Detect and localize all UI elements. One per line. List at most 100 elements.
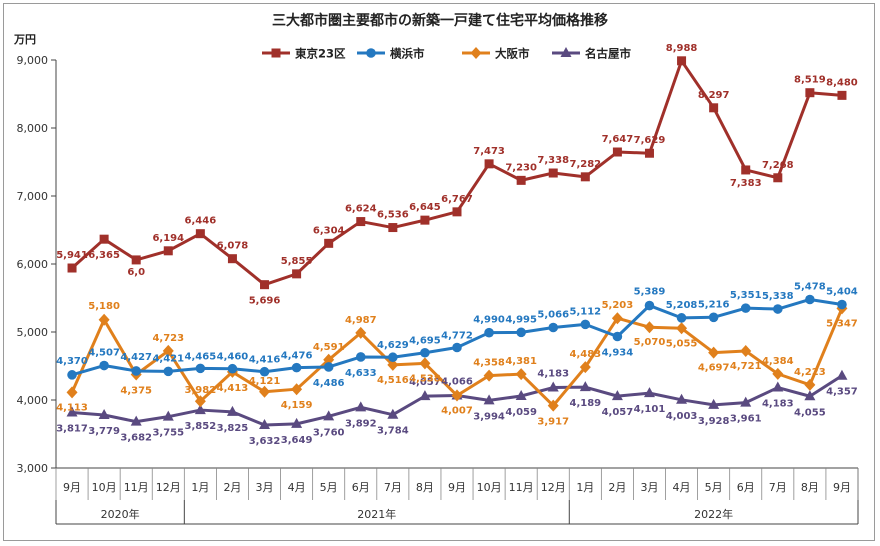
data-label: 6,0	[127, 267, 145, 278]
data-point	[356, 217, 366, 227]
y-tick-label: 7,000	[17, 190, 49, 203]
data-point	[323, 353, 335, 366]
data-label: 4,695	[409, 336, 441, 347]
data-point	[580, 172, 590, 182]
data-label: 3,817	[56, 423, 88, 434]
x-tick-label: 2月	[223, 481, 241, 494]
data-point	[515, 389, 527, 400]
data-label: 4,507	[88, 348, 120, 359]
data-label: 4,189	[569, 398, 601, 409]
series-0	[67, 56, 847, 290]
data-label: 4,990	[473, 315, 505, 326]
data-label: 3,760	[313, 427, 345, 438]
data-label: 5,389	[634, 287, 666, 298]
data-label: 7,230	[505, 162, 537, 173]
legend-label: 東京23区	[295, 47, 346, 61]
data-label: 7,383	[730, 178, 762, 189]
data-label: 4,427	[120, 352, 152, 363]
data-point	[676, 393, 688, 404]
year-label: 2022年	[694, 507, 733, 521]
y-tick-label: 5,000	[17, 326, 49, 339]
legend-label: 横浜市	[390, 47, 425, 61]
data-point	[131, 255, 141, 265]
data-point	[708, 312, 719, 323]
y-axis-unit: 万円	[14, 33, 36, 46]
data-label: 3,982	[185, 385, 217, 396]
data-point	[579, 381, 591, 392]
data-label: 4,629	[377, 340, 409, 351]
data-point	[836, 369, 848, 380]
data-label: 5,351	[730, 290, 762, 301]
data-label: 4,375	[120, 386, 152, 397]
y-tick-label: 8,000	[17, 122, 49, 135]
data-point	[483, 369, 495, 382]
data-point	[226, 405, 238, 416]
data-label: 4,057	[602, 407, 634, 418]
data-point	[773, 173, 783, 183]
data-point	[324, 238, 334, 248]
x-tick-label: 10月	[92, 481, 117, 494]
data-point	[805, 88, 815, 98]
data-label: 3,852	[185, 421, 217, 432]
data-label: 6,767	[441, 194, 473, 205]
legend-marker	[271, 48, 281, 58]
data-point	[611, 312, 623, 325]
data-label: 5,112	[569, 306, 601, 317]
data-label: 3,632	[249, 436, 281, 447]
data-point	[804, 378, 816, 391]
x-tick-label: 8月	[801, 481, 819, 494]
data-point	[355, 352, 366, 362]
x-tick-label: 9月	[833, 481, 851, 494]
data-point	[387, 358, 399, 371]
data-label: 4,357	[826, 387, 858, 398]
x-tick-label: 7月	[769, 481, 787, 494]
data-point	[772, 367, 784, 380]
chart-title: 三大都市圏主要都市の新築一戸建て住宅平均価格推移	[272, 13, 608, 29]
data-label: 5,478	[794, 281, 826, 292]
data-label: 3,892	[345, 418, 377, 429]
data-point	[387, 408, 399, 419]
x-tick-label: 8月	[416, 481, 434, 494]
data-point	[259, 385, 271, 398]
data-point	[388, 223, 398, 233]
data-point	[291, 362, 302, 373]
data-point	[708, 398, 720, 409]
data-point	[741, 165, 751, 175]
data-point	[805, 294, 815, 305]
data-point	[644, 300, 655, 311]
data-point	[194, 404, 206, 415]
data-label: 4,113	[56, 402, 88, 413]
data-point	[516, 175, 526, 185]
data-label: 4,516	[377, 375, 409, 386]
data-point	[130, 415, 142, 426]
data-label: 4,121	[249, 376, 281, 387]
data-label: 3,994	[473, 411, 505, 422]
data-label: 5,216	[698, 299, 730, 310]
data-label: 4,370	[56, 356, 88, 367]
data-point	[292, 269, 302, 279]
data-point	[740, 396, 752, 407]
data-point	[709, 103, 719, 113]
x-tick-label: 7月	[384, 481, 402, 494]
data-point	[98, 313, 110, 326]
data-label: 4,223	[794, 367, 826, 378]
data-point	[259, 366, 270, 377]
data-label: 4,421	[152, 353, 184, 364]
data-label: 5,338	[762, 291, 794, 302]
data-point	[837, 90, 847, 100]
data-point	[162, 410, 174, 421]
x-tick-label: 9月	[448, 481, 466, 494]
data-point	[773, 304, 783, 314]
data-point	[452, 207, 462, 217]
data-point	[227, 363, 238, 374]
x-tick-label: 4月	[673, 481, 691, 494]
data-label: 4,416	[249, 355, 281, 366]
y-tick-label: 6,000	[17, 258, 49, 271]
x-tick-label: 3月	[640, 481, 658, 494]
data-label: 4,066	[441, 377, 473, 388]
data-label: 7,268	[762, 160, 794, 171]
legend-marker	[560, 47, 572, 57]
data-label: 4,358	[473, 358, 505, 369]
data-label: 5,055	[666, 338, 698, 349]
